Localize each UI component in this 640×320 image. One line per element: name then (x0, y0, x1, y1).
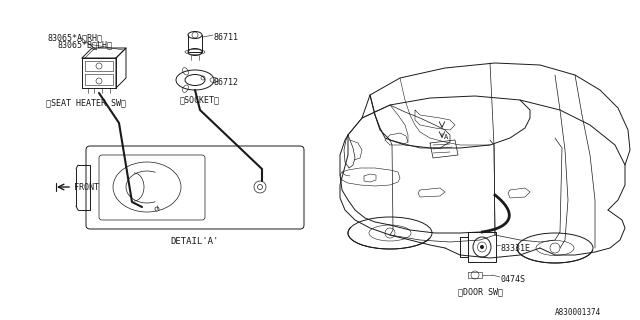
Text: A830001374: A830001374 (555, 308, 601, 317)
Text: 〈SEAT HEATER SW〉: 〈SEAT HEATER SW〉 (46, 98, 126, 107)
Text: DETAIL'A': DETAIL'A' (170, 237, 218, 246)
Text: FRONT: FRONT (74, 183, 99, 192)
Text: 83065*A〈RH〉: 83065*A〈RH〉 (47, 33, 102, 42)
Circle shape (155, 207, 159, 211)
Text: 86712: 86712 (213, 78, 238, 87)
Text: A: A (444, 134, 448, 140)
Text: 86711: 86711 (213, 33, 238, 42)
Text: 83331E: 83331E (500, 244, 530, 253)
Text: 83065*B〈LH〉: 83065*B〈LH〉 (57, 40, 112, 49)
Circle shape (257, 185, 262, 189)
Text: 〈SOCKET〉: 〈SOCKET〉 (180, 95, 220, 104)
Circle shape (480, 245, 484, 249)
Text: 0474S: 0474S (500, 275, 525, 284)
Text: 〈DOOR SW〉: 〈DOOR SW〉 (458, 287, 503, 296)
